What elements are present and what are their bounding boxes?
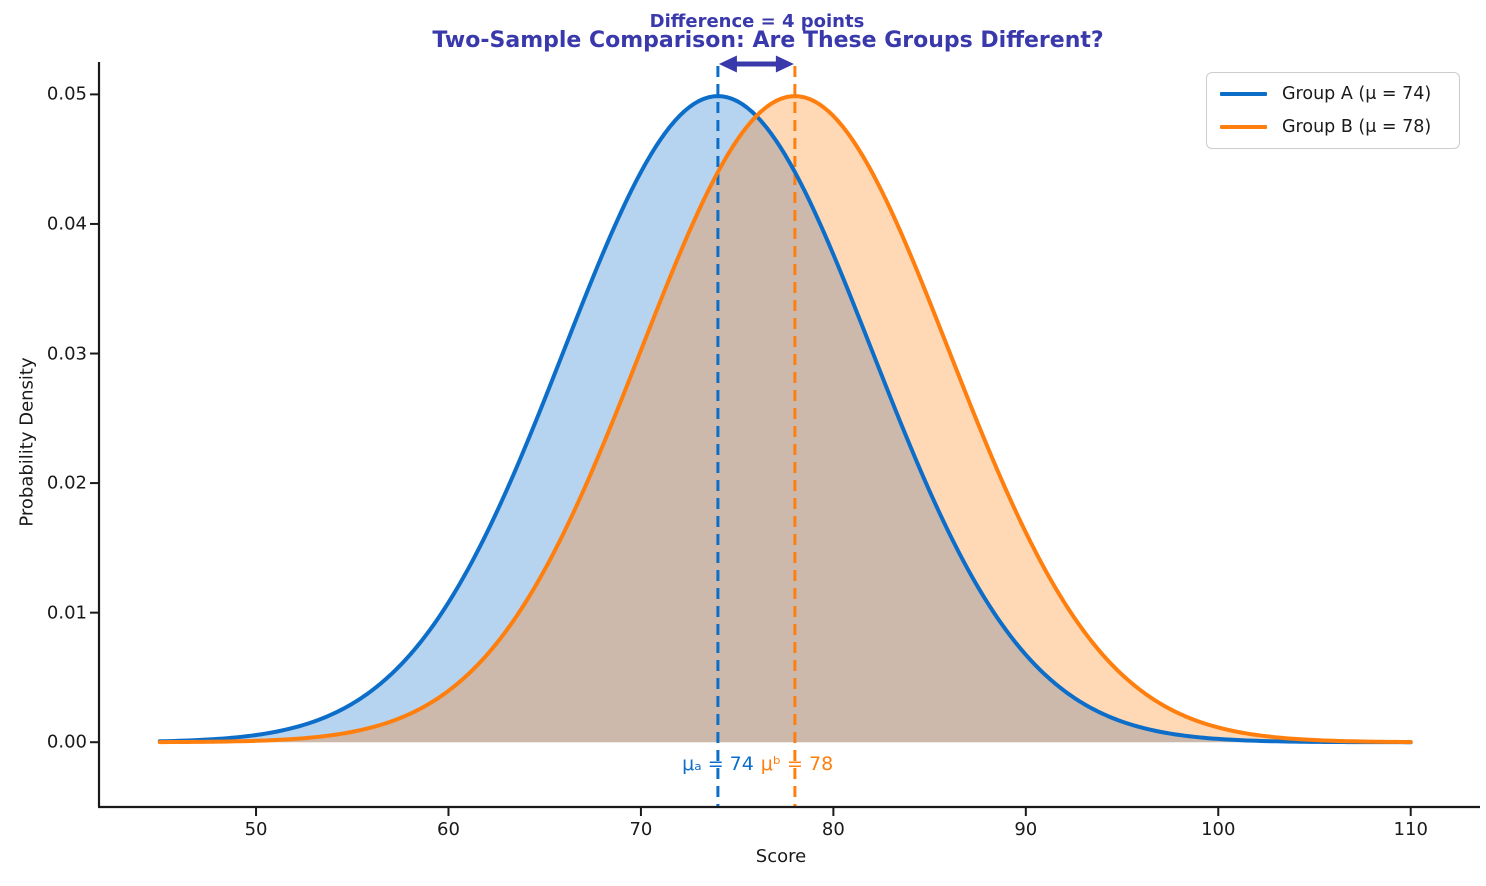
x-tick-label: 70	[629, 819, 653, 840]
y-tick-label: 0.01	[46, 602, 87, 624]
x-tick-label: 80	[821, 819, 845, 840]
legend-label-group-a: Group A (μ = 74)	[1282, 84, 1432, 104]
y-tick-label: 0.02	[46, 472, 87, 494]
x-tick-label: 90	[1014, 819, 1038, 840]
x-tick-label: 60	[437, 819, 460, 840]
group-b-line-swatch	[1220, 124, 1267, 130]
y-tick-label: 0.00	[46, 731, 87, 753]
mean-annotation-group-a: μₐ = 74	[682, 753, 754, 775]
x-tick-label: 50	[244, 819, 268, 840]
difference-annotation: Difference = 4 points	[649, 11, 865, 32]
mean-annotation-group-b: μᵇ = 78	[760, 753, 834, 775]
y-axis-label: Probability Density	[16, 357, 38, 527]
x-tick-label: 110	[1393, 819, 1428, 840]
x-axis-label: Score	[755, 846, 807, 867]
y-tick-label: 0.03	[46, 343, 87, 365]
chart-title: Two-Sample Comparison: Are These Groups …	[432, 28, 1104, 53]
legend: Group A (μ = 74) Group B (μ = 78)	[1206, 72, 1460, 149]
group-b-curve	[157, 94, 1413, 745]
legend-item-group-a: Group A (μ = 74)	[1220, 84, 1446, 104]
legend-item-group-b: Group B (μ = 78)	[1220, 117, 1446, 137]
legend-label-group-b: Group B (μ = 78)	[1282, 117, 1432, 137]
group-a-curve	[157, 94, 1413, 745]
group-a-fill-area	[159, 96, 1411, 743]
y-tick-label: 0.05	[46, 83, 87, 105]
difference-arrow-left-head	[718, 55, 737, 73]
y-tick-label: 0.04	[46, 213, 87, 235]
group-b-fill-area	[159, 96, 1411, 743]
group-a-line-swatch	[1220, 91, 1267, 97]
x-tick-label: 100	[1201, 819, 1236, 840]
difference-arrow-right-head	[775, 55, 794, 73]
